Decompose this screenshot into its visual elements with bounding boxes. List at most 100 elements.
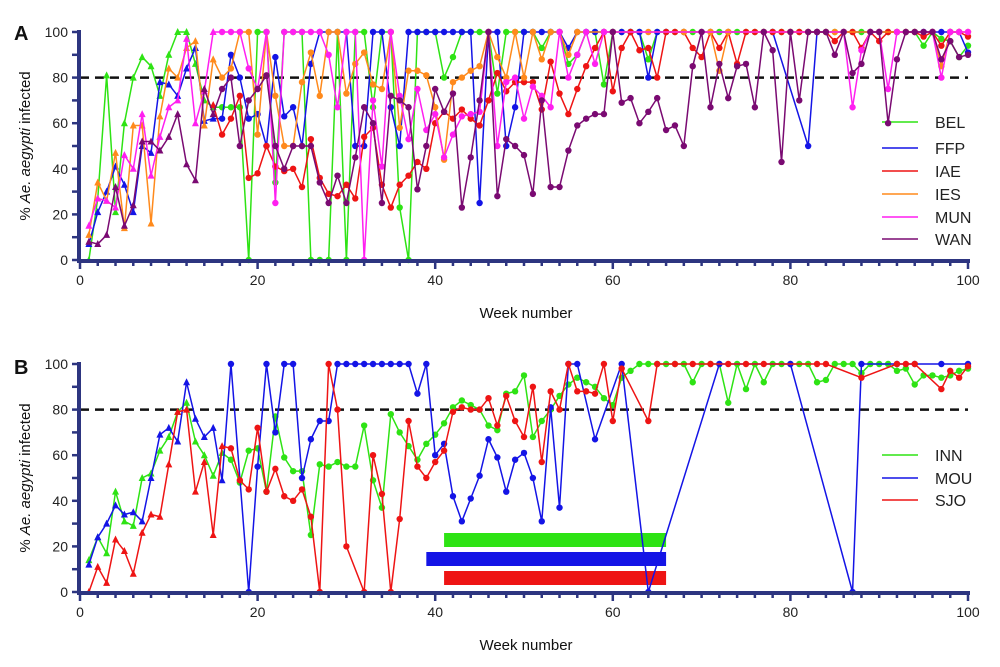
data-point	[476, 97, 483, 104]
y-tick-label: 60	[52, 115, 68, 131]
data-point	[804, 142, 812, 150]
data-point	[440, 447, 448, 454]
data-point	[654, 94, 661, 102]
data-point	[129, 508, 137, 516]
data-point	[156, 78, 164, 86]
data-point	[218, 476, 226, 484]
data-point	[396, 142, 403, 150]
data-point	[218, 442, 226, 450]
data-point	[281, 165, 288, 172]
data-point	[245, 65, 252, 72]
data-point	[254, 424, 261, 432]
data-point	[565, 51, 572, 58]
data-point	[698, 53, 705, 61]
data-point	[556, 183, 563, 191]
data-point	[538, 44, 545, 52]
data-point	[120, 517, 128, 525]
data-point	[440, 74, 448, 81]
data-point	[911, 28, 918, 36]
data-point	[281, 454, 288, 461]
series-bel	[85, 28, 972, 264]
data-point	[236, 142, 244, 150]
data-point	[574, 51, 581, 58]
data-point	[494, 142, 501, 150]
data-point	[334, 360, 341, 368]
data-point	[494, 69, 501, 77]
data-point	[494, 192, 501, 200]
data-point	[591, 436, 599, 443]
data-point	[458, 204, 466, 211]
data-point	[494, 28, 501, 36]
data-point	[449, 493, 457, 500]
data-point	[298, 28, 306, 36]
data-point	[325, 28, 332, 36]
data-point	[485, 436, 492, 443]
data-point	[618, 365, 625, 372]
x-tick-label: 20	[250, 272, 266, 288]
series-line	[212, 31, 969, 209]
data-point	[343, 463, 350, 470]
data-point	[103, 578, 111, 586]
data-point	[369, 360, 377, 368]
data-point	[165, 432, 173, 440]
x-tick-label: 100	[956, 604, 980, 620]
series-mun	[85, 28, 972, 264]
data-point	[813, 379, 821, 386]
data-point	[227, 456, 235, 463]
data-point	[129, 121, 137, 129]
data-point	[272, 142, 279, 150]
data-point	[849, 69, 856, 77]
data-point	[955, 28, 963, 36]
data-point	[538, 92, 545, 100]
data-point	[352, 154, 359, 161]
data-point	[760, 28, 767, 36]
data-point	[760, 360, 767, 368]
data-point	[929, 372, 936, 379]
data-point	[476, 199, 483, 207]
data-point	[360, 133, 368, 141]
data-point	[565, 360, 572, 368]
data-point	[858, 374, 865, 381]
data-point	[440, 154, 448, 161]
data-point	[645, 108, 652, 116]
data-point	[609, 28, 616, 36]
x-axis-title: Week number	[479, 305, 572, 322]
data-point	[112, 183, 120, 191]
data-point	[964, 33, 972, 40]
data-point	[103, 549, 111, 557]
data-point	[565, 381, 572, 388]
data-point	[796, 97, 803, 104]
data-point	[440, 28, 448, 36]
data-point	[112, 208, 120, 216]
data-point	[716, 60, 723, 68]
data-point	[325, 463, 332, 470]
data-point	[369, 120, 377, 127]
data-point	[387, 360, 394, 368]
data-point	[396, 92, 403, 100]
data-point	[849, 104, 856, 111]
data-point	[147, 62, 155, 70]
data-point	[547, 58, 554, 65]
data-point	[938, 360, 945, 368]
data-point	[742, 360, 750, 368]
data-point	[165, 50, 173, 58]
x-tick-label: 40	[427, 604, 443, 620]
data-point	[689, 379, 696, 386]
data-point	[467, 28, 474, 36]
x-tick-label: 0	[76, 272, 84, 288]
y-tick-label: 0	[60, 584, 68, 600]
data-point	[582, 62, 590, 70]
data-point	[600, 110, 608, 118]
data-point	[511, 28, 519, 36]
data-point	[334, 28, 341, 36]
data-point	[467, 401, 474, 409]
data-point	[112, 148, 120, 156]
data-point	[209, 100, 217, 108]
data-point	[902, 28, 910, 36]
data-point	[662, 126, 670, 134]
data-point	[209, 423, 217, 431]
data-point	[423, 474, 430, 482]
data-point	[200, 458, 208, 466]
data-point	[236, 28, 244, 36]
data-point	[849, 360, 856, 368]
